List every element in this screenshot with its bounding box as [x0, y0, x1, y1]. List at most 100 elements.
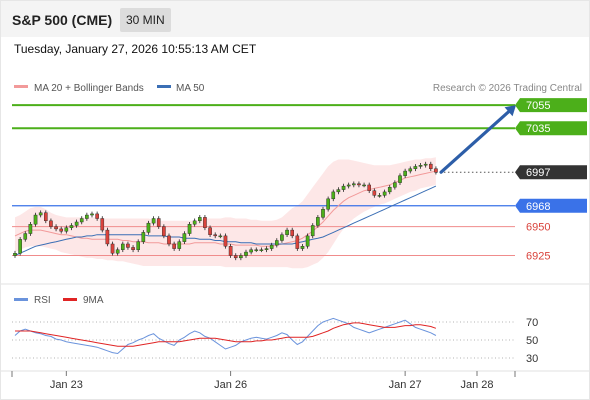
- candle: [362, 182, 366, 188]
- candle-body: [197, 217, 202, 222]
- level-tag-text: 6925: [526, 251, 550, 263]
- candle-body: [367, 184, 372, 191]
- level-tag-6968: 6968: [515, 198, 587, 213]
- candle-body: [352, 183, 356, 186]
- level-tag-bg: [515, 121, 587, 136]
- candle-body: [387, 187, 392, 193]
- candle-body: [316, 217, 320, 226]
- candle: [382, 189, 387, 198]
- candle: [95, 211, 99, 221]
- candle: [275, 238, 279, 248]
- candle: [64, 225, 69, 234]
- candles: [13, 161, 438, 261]
- candle: [326, 196, 330, 212]
- candle: [151, 216, 156, 226]
- candle: [239, 253, 243, 261]
- candle: [85, 212, 89, 221]
- candle: [203, 215, 207, 231]
- candle-body: [172, 243, 176, 249]
- candle: [18, 237, 22, 256]
- bollinger-band-area: [15, 157, 436, 269]
- chart-header: S&P 500 (CME) 30 MIN: [1, 1, 589, 37]
- rsi-line: [14, 317, 437, 355]
- candle: [177, 239, 182, 251]
- rsi-legend-label: RSI: [34, 295, 51, 306]
- candle: [115, 247, 120, 256]
- candle: [233, 253, 238, 261]
- candle-body: [59, 228, 63, 232]
- candle: [223, 233, 228, 249]
- candle-body: [418, 165, 423, 167]
- level-tag-7055: 7055: [515, 98, 587, 113]
- x-tick-label: Jan 28: [460, 379, 493, 391]
- candle-body: [382, 191, 387, 196]
- candle: [341, 183, 346, 192]
- candle-body: [146, 222, 151, 233]
- bollinger-band: [15, 157, 436, 269]
- level-tag-7035: 7035: [515, 121, 587, 136]
- x-axis: Jan 23 Jan 26 Jan 27 Jan 28: [11, 371, 516, 391]
- candle: [44, 210, 48, 224]
- candle: [290, 227, 295, 239]
- candle-body: [136, 241, 141, 250]
- candle-body: [285, 229, 289, 235]
- candle: [346, 182, 351, 189]
- candle: [105, 227, 110, 247]
- candle-body: [362, 184, 366, 187]
- candle-body: [290, 229, 295, 237]
- candle: [131, 245, 135, 253]
- candle: [336, 187, 341, 195]
- candle-body: [377, 195, 382, 197]
- candle-body: [249, 249, 253, 253]
- candle-body: [33, 214, 38, 225]
- level-tag-text: 7035: [526, 123, 550, 135]
- candle-body: [54, 226, 58, 230]
- candle-body: [90, 213, 94, 216]
- candle: [156, 216, 161, 229]
- candle-body: [310, 225, 315, 237]
- candle: [136, 239, 141, 253]
- candle: [100, 216, 105, 233]
- level-tag-6925: 6925: [526, 251, 550, 263]
- candle: [244, 249, 248, 258]
- candle: [285, 227, 289, 238]
- x-tick-label: Jan 26: [214, 379, 247, 391]
- candle: [321, 206, 325, 220]
- candle-body: [357, 183, 361, 186]
- timeframe-button[interactable]: 30 MIN: [120, 8, 171, 32]
- candle-body: [372, 190, 377, 196]
- candle-body: [95, 213, 99, 219]
- candle: [393, 180, 397, 190]
- candle-body: [187, 224, 192, 234]
- x-tick-label: Jan 27: [389, 379, 422, 391]
- candle-body: [126, 243, 130, 248]
- level-tag-text: 6997: [526, 167, 550, 179]
- candle-body: [280, 234, 284, 241]
- candle-body: [244, 251, 248, 256]
- candle-body: [120, 243, 125, 250]
- timestamp: Tuesday, January 27, 2026 10:55:13 AM CE…: [14, 42, 257, 56]
- ma50-legend-swatch: [157, 85, 171, 88]
- candle-body: [115, 249, 120, 254]
- candle: [69, 223, 74, 231]
- candle: [254, 247, 259, 253]
- instrument-title: S&P 500 (CME): [12, 12, 113, 28]
- candle-body: [156, 218, 161, 227]
- candle-body: [403, 170, 407, 176]
- candle: [372, 188, 377, 198]
- candle: [74, 219, 79, 228]
- candle-body: [162, 226, 166, 237]
- candle: [418, 162, 423, 169]
- candle: [300, 243, 305, 251]
- candle: [295, 233, 300, 251]
- candle: [264, 246, 269, 253]
- candle: [38, 210, 43, 218]
- forecast-arrow-shaft: [439, 110, 511, 174]
- candle: [316, 215, 320, 228]
- level-tag-text: 7055: [526, 100, 550, 112]
- level-tag-6997: 6997: [515, 165, 587, 180]
- candle: [182, 231, 187, 244]
- forecast-arrow: [439, 105, 516, 174]
- candle-body: [69, 225, 74, 228]
- rsi-tick-label: 30: [526, 353, 538, 365]
